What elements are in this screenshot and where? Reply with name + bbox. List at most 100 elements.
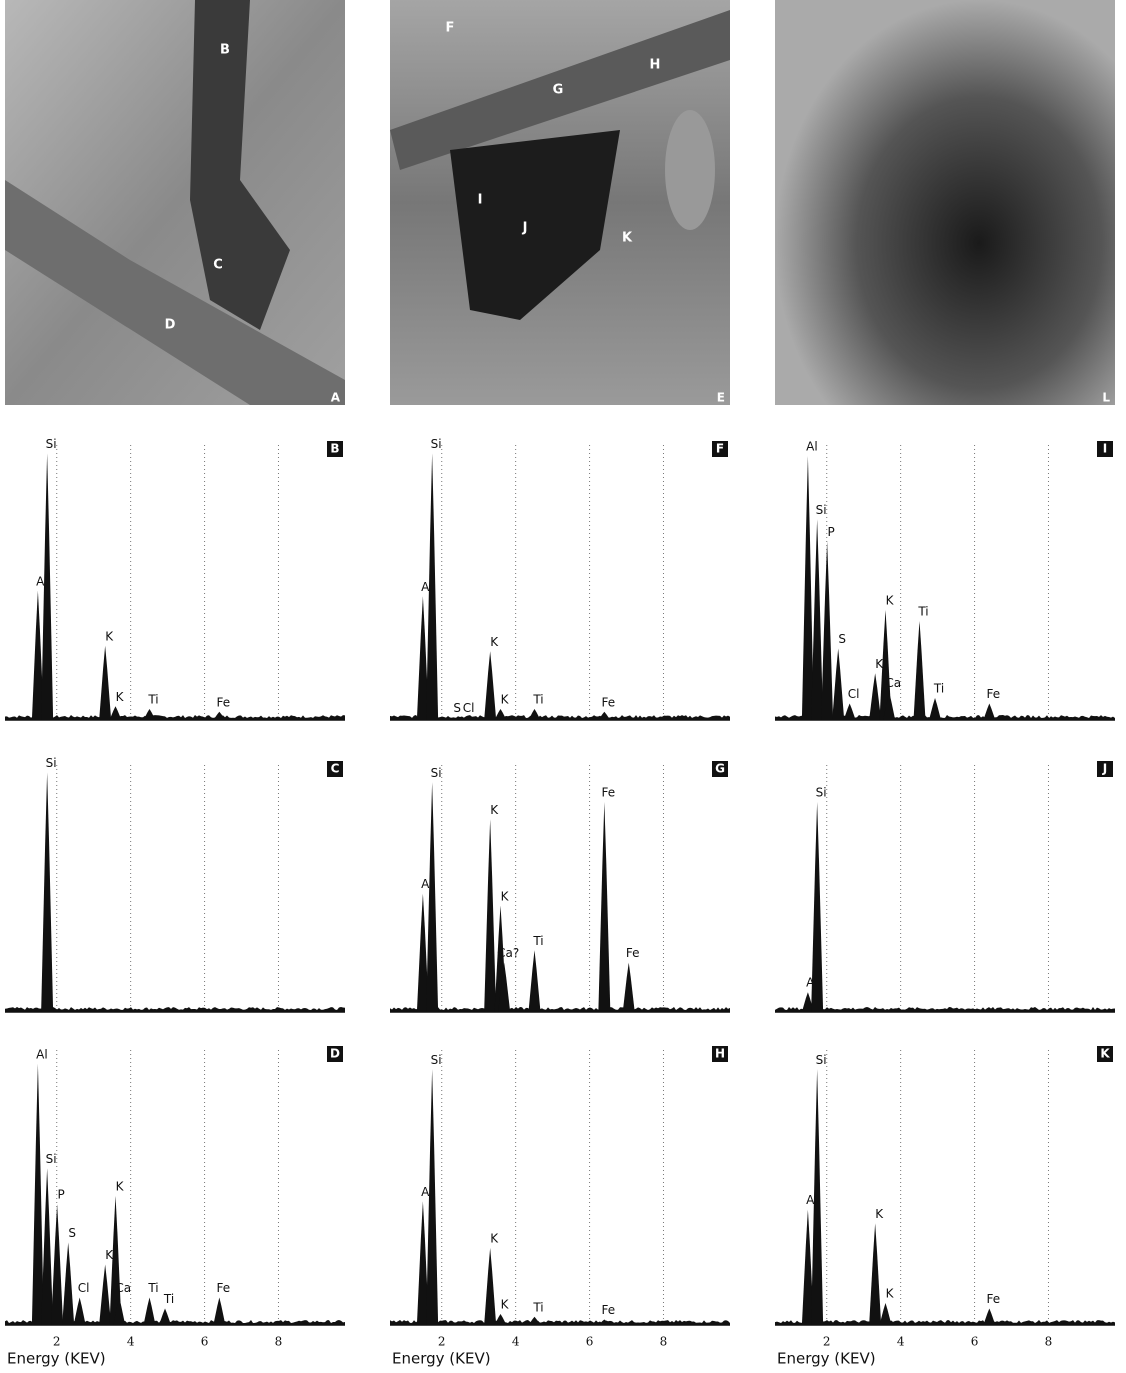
peak-label: Al <box>36 1047 48 1061</box>
peak <box>99 1264 112 1325</box>
baseline-noise <box>775 1007 1115 1012</box>
peak-label: K <box>105 629 114 643</box>
peak <box>159 1308 172 1325</box>
peak <box>528 1316 541 1325</box>
peak-label: Fe <box>602 786 616 800</box>
peak <box>426 453 439 720</box>
peak <box>811 519 824 720</box>
peak-label: Fe <box>987 1292 1001 1306</box>
panel-box <box>712 761 728 777</box>
peak-label: Al <box>421 877 433 891</box>
peak-label: K <box>490 803 499 817</box>
peak <box>73 1297 86 1325</box>
peak <box>41 453 54 720</box>
panel-letter: L <box>1102 391 1110 405</box>
baseline-noise <box>5 715 345 720</box>
peak-label: Cl <box>848 687 860 701</box>
peak-label: Ti <box>163 1292 174 1306</box>
peak <box>528 709 541 720</box>
peak-label: Ca <box>115 1281 131 1295</box>
peak <box>811 1069 824 1325</box>
baseline-noise <box>390 1320 730 1325</box>
photo-label: C <box>213 258 223 273</box>
peak <box>51 1204 64 1325</box>
peak-label: Ti <box>933 682 944 696</box>
peak <box>494 1314 507 1325</box>
peak <box>843 703 856 720</box>
peak-label: K <box>875 1207 884 1221</box>
peak-label: Ti <box>147 1281 158 1295</box>
peak <box>484 819 497 1012</box>
x-axis-label: Energy (KEV) <box>7 1350 106 1368</box>
panel-letter: J <box>1102 762 1107 776</box>
peak-label: Fe <box>602 695 616 709</box>
peak-label: Al <box>421 580 433 594</box>
peak <box>31 1063 44 1325</box>
peak-label: K <box>501 1298 510 1312</box>
panel-box <box>1097 441 1113 457</box>
baseline-noise <box>5 1320 345 1325</box>
peak-label: Si <box>816 1053 827 1067</box>
peak <box>498 962 511 1012</box>
panel-letter: I <box>1103 442 1107 456</box>
peak-label: Si <box>431 1053 442 1067</box>
peak <box>913 621 926 720</box>
peak <box>143 1297 156 1325</box>
panel-letter: F <box>716 442 724 456</box>
peak <box>41 1168 54 1325</box>
peak-label: Si <box>431 766 442 780</box>
peak-label: Al <box>806 440 818 454</box>
panel-box <box>1097 1046 1113 1062</box>
x-tick-label: 6 <box>586 1335 594 1349</box>
peak <box>143 709 156 720</box>
peak <box>426 782 439 1012</box>
peak-label: S <box>838 632 846 646</box>
peak-label: Cl <box>463 701 475 715</box>
baseline-noise <box>775 715 1115 720</box>
peak <box>484 651 497 720</box>
peak-label: Al <box>806 976 818 990</box>
peak <box>598 1319 611 1325</box>
peak-label: Al <box>806 1193 818 1207</box>
peak <box>983 703 996 720</box>
panel-letter: A <box>331 391 341 405</box>
peak <box>99 645 112 720</box>
peak-label: K <box>875 657 884 671</box>
peak <box>113 1297 126 1325</box>
peak-label: Fe <box>626 946 640 960</box>
peak <box>869 673 882 720</box>
peak <box>416 893 429 1012</box>
photo-label: J <box>522 221 528 236</box>
photo-label: H <box>650 58 661 73</box>
peak <box>598 802 611 1012</box>
peak-label: P <box>827 525 834 539</box>
x-axis-label: Energy (KEV) <box>392 1350 491 1368</box>
peak-label: K <box>116 690 125 704</box>
peak <box>929 698 942 720</box>
peak-label: Si <box>46 437 57 451</box>
peak <box>528 950 541 1012</box>
peak <box>109 1195 122 1325</box>
peak-label: K <box>490 1232 499 1246</box>
peak-label: Ti <box>532 693 543 707</box>
peak-label: Si <box>816 503 827 517</box>
peak <box>879 1303 892 1325</box>
peak-label: K <box>105 1248 114 1262</box>
panel-box <box>712 1046 728 1062</box>
peak-label: K <box>501 693 510 707</box>
peak <box>883 692 896 720</box>
panel-box <box>712 441 728 457</box>
peak <box>109 706 122 720</box>
photo-label: F <box>446 21 455 36</box>
peak-label: Si <box>431 437 442 451</box>
peak <box>801 456 814 720</box>
peak <box>416 1201 429 1325</box>
peak-label: Ti <box>532 934 543 948</box>
panel-box <box>327 441 343 457</box>
x-tick-label: 8 <box>1045 1335 1053 1349</box>
x-tick-label: 2 <box>823 1335 831 1349</box>
peak-label: Cl <box>78 1281 90 1295</box>
peak <box>426 1069 439 1325</box>
x-tick-label: 6 <box>201 1335 209 1349</box>
